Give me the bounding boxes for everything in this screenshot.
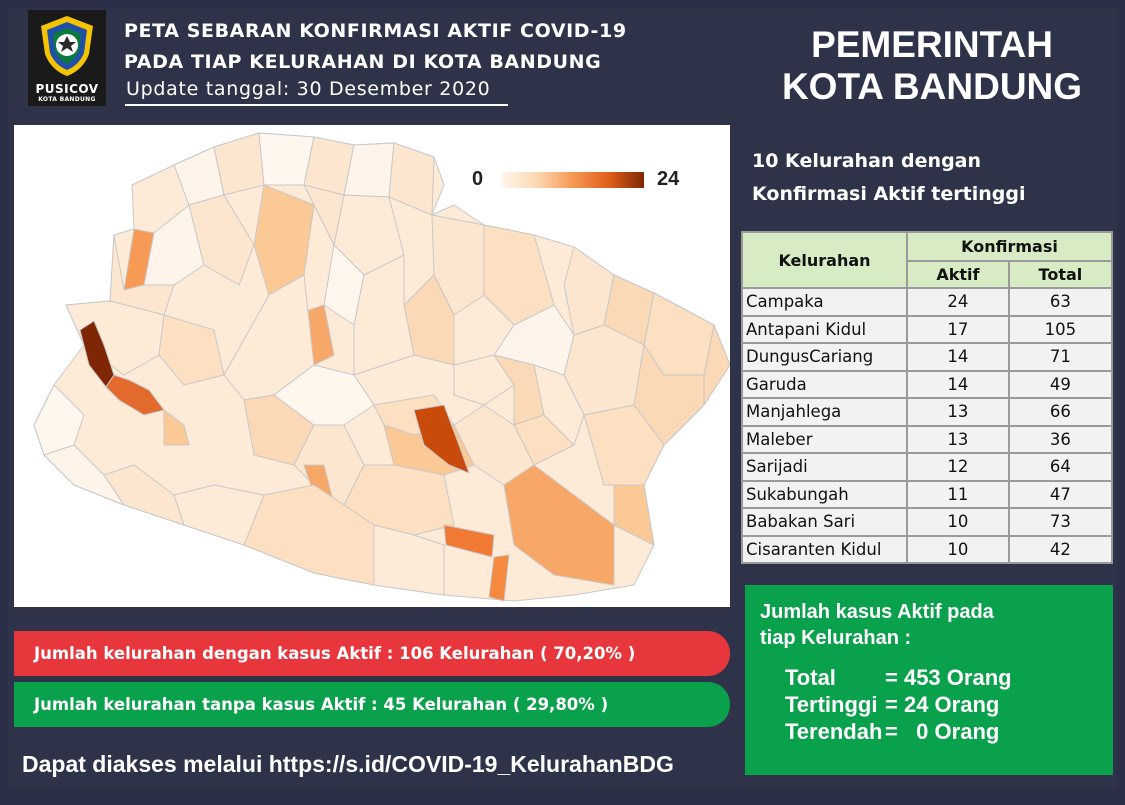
row-aktif: 14	[906, 342, 1010, 372]
summary-title-line-1: Jumlah kasus Aktif pada	[760, 601, 994, 623]
table-row: Maleber 13 36	[741, 424, 1114, 454]
header-konfirmasi: Konfirmasi	[906, 231, 1113, 262]
legend-color-scale	[501, 172, 644, 188]
row-total: 64	[1007, 452, 1114, 482]
table-row: Babakan Sari 10 73	[741, 507, 1114, 537]
header-aktif: Aktif	[906, 260, 1010, 289]
row-name: Antapani Kidul	[741, 314, 908, 344]
legend-max-label: 24	[657, 168, 680, 190]
row-total: 73	[1007, 507, 1114, 537]
row-name: Garuda	[741, 369, 908, 399]
header-kelurahan: Kelurahan	[741, 231, 908, 289]
government-title: PEMERINTAH KOTA BANDUNG	[772, 24, 1092, 108]
row-aktif: 11	[906, 479, 1010, 509]
table-row: Sarijadi 12 64	[741, 452, 1114, 482]
row-total: 105	[1007, 314, 1114, 344]
top10-table: Kelurahan Konfirmasi Aktif Total Campaka…	[741, 231, 1114, 564]
row-total: 47	[1007, 479, 1114, 509]
infographic: PUSICOV KOTA BANDUNG PETA SEBARAN KONFIR…	[8, 8, 1117, 789]
summary-box: Jumlah kasus Aktif pada tiap Kelurahan :…	[745, 585, 1113, 775]
government-line-2: KOTA BANDUNG	[781, 66, 1083, 107]
pusicov-logo: PUSICOV KOTA BANDUNG	[28, 10, 106, 106]
title-underline	[125, 104, 508, 106]
access-link-text: Dapat diakses melalui https://s.id/COVID…	[22, 751, 674, 777]
table-row: Antapani Kidul 17 105	[741, 314, 1114, 344]
row-total: 49	[1007, 369, 1114, 399]
table-row: Manjahlega 13 66	[741, 397, 1114, 427]
title-line-2: PADA TIAP KELURAHAN DI KOTA BANDUNG	[124, 51, 602, 73]
row-total: 36	[1007, 424, 1114, 454]
logo-subtext: KOTA BANDUNG	[38, 96, 96, 103]
total-label: Total	[785, 665, 836, 690]
row-total: 42	[1007, 534, 1114, 564]
row-total: 63	[1007, 287, 1114, 317]
row-aktif: 10	[906, 507, 1010, 537]
update-date: Update tanggal: 30 Desember 2020	[126, 78, 491, 100]
lowest-value: = 0 Orang	[885, 719, 1000, 744]
row-aktif: 13	[906, 424, 1010, 454]
row-name: Sarijadi	[741, 452, 908, 482]
row-total: 66	[1007, 397, 1114, 427]
row-name: Sukabungah	[741, 479, 908, 509]
row-aktif: 24	[906, 287, 1010, 317]
row-name: DungusCariang	[741, 342, 908, 372]
row-aktif: 14	[906, 369, 1010, 399]
row-name: Maleber	[741, 424, 908, 454]
row-aktif: 12	[906, 452, 1010, 482]
lowest-label: Terendah	[785, 719, 883, 744]
row-total: 71	[1007, 342, 1114, 372]
without-active-bar: Jumlah kelurahan tanpa kasus Aktif : 45 …	[14, 682, 730, 727]
summary-lowest: Terendah = 0 Orang	[785, 719, 999, 745]
title-line-1: PETA SEBARAN KONFIRMASI AKTIF COVID-19	[124, 20, 627, 42]
bandung-map	[33, 132, 730, 602]
highest-label: Tertinggi	[785, 692, 878, 717]
table-row: Campaka 24 63	[741, 287, 1114, 317]
total-value: = 453 Orang	[885, 665, 1012, 690]
table-title-line-1: 10 Kelurahan dengan	[752, 150, 982, 172]
summary-title-line-2: tiap Kelurahan :	[760, 627, 912, 649]
row-name: Babakan Sari	[741, 507, 908, 537]
table-row: DungusCariang 14 71	[741, 342, 1114, 372]
summary-highest: Tertinggi = 24 Orang	[785, 692, 999, 718]
row-aktif: 17	[906, 314, 1010, 344]
logo-text: PUSICOV	[35, 82, 99, 96]
summary-total: Total = 453 Orang	[785, 665, 1012, 691]
shield-icon	[41, 16, 93, 76]
row-aktif: 10	[906, 534, 1010, 564]
table-row: Cisaranten Kidul 10 42	[741, 534, 1114, 564]
row-name: Cisaranten Kidul	[741, 534, 908, 564]
legend-min-label: 0	[472, 168, 484, 190]
row-aktif: 13	[906, 397, 1010, 427]
with-active-bar: Jumlah kelurahan dengan kasus Aktif : 10…	[14, 631, 730, 676]
choropleth-map: 0 24	[14, 125, 730, 607]
table-row: Garuda 14 49	[741, 369, 1114, 399]
table-title-line-2: Konfirmasi Aktif tertinggi	[752, 183, 1026, 205]
row-name: Manjahlega	[741, 397, 908, 427]
table-row: Sukabungah 11 47	[741, 479, 1114, 509]
header-total: Total	[1007, 260, 1114, 289]
highest-value: = 24 Orang	[885, 692, 1000, 717]
row-name: Campaka	[741, 287, 908, 317]
government-line-1: PEMERINTAH	[811, 24, 1053, 65]
